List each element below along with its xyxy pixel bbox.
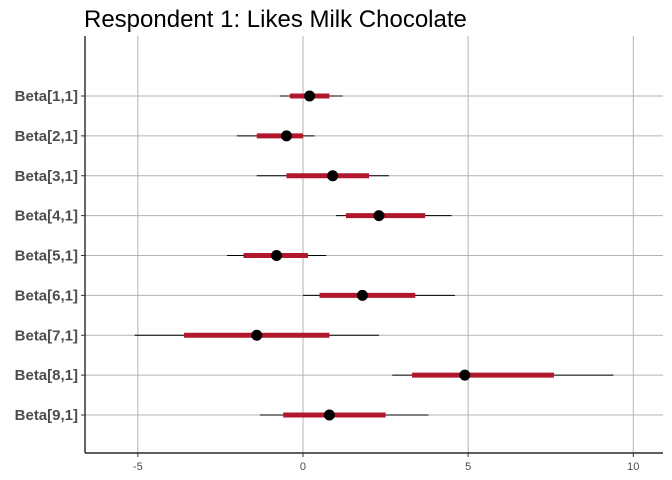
point-estimate xyxy=(280,130,292,142)
intervals xyxy=(134,90,614,421)
point-estimate xyxy=(459,369,471,381)
point-estimate xyxy=(251,329,263,341)
parameter-label: Beta[3,1] xyxy=(15,168,78,185)
parameter-label: Beta[4,1] xyxy=(15,208,78,225)
x-tick-label: 10 xyxy=(627,461,639,473)
parameter-label: Beta[1,1] xyxy=(15,88,78,105)
point-estimate xyxy=(304,90,316,102)
parameter-label: Beta[7,1] xyxy=(15,327,78,344)
x-tick-label: 5 xyxy=(465,461,471,473)
x-tick-label: 0 xyxy=(300,461,306,473)
y-tick-labels: Beta[1,1] Beta[2,1] Beta[3,1] Beta[4,1] Beta… xyxy=(15,88,85,424)
point-estimate xyxy=(373,210,385,222)
point-estimate xyxy=(327,170,339,182)
parameter-label: Beta[6,1] xyxy=(15,287,78,304)
parameter-label: Beta[2,1] xyxy=(15,128,78,145)
chart-title: Respondent 1: Likes Milk Chocolate xyxy=(84,6,467,33)
parameter-label: Beta[5,1] xyxy=(15,248,78,265)
point-estimate xyxy=(271,250,283,261)
parameter-label: Beta[8,1] xyxy=(15,367,78,384)
point-estimate xyxy=(356,289,368,301)
grid xyxy=(85,36,663,453)
x-tick-labels: -5 0 5 10 xyxy=(133,453,639,473)
axes xyxy=(84,36,663,454)
x-tick-label: -5 xyxy=(133,461,143,473)
point-estimate xyxy=(323,409,335,421)
parameter-label: Beta[9,1] xyxy=(15,407,78,424)
